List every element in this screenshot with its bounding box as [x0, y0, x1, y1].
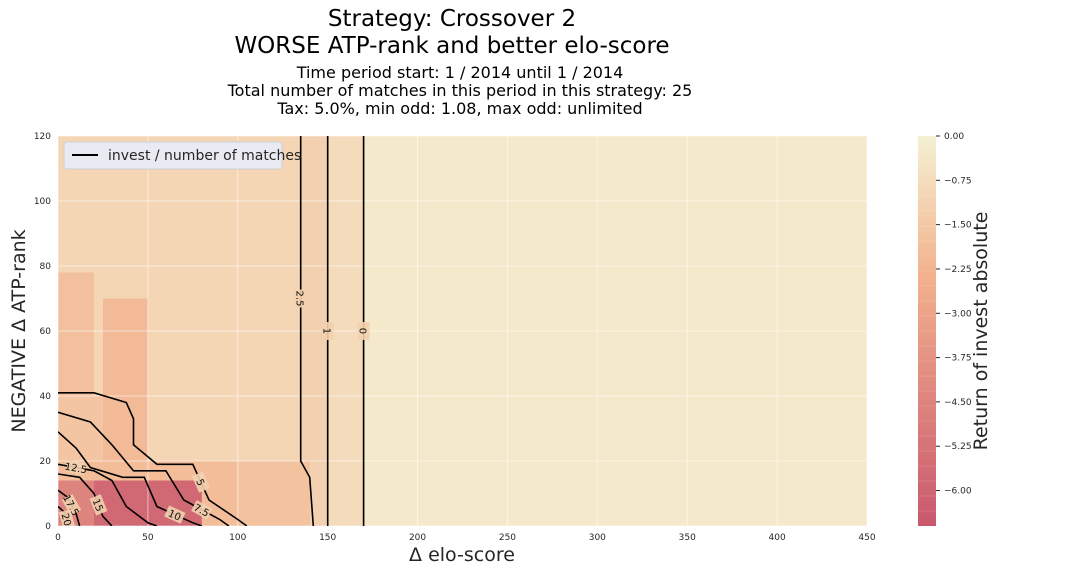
colorbar-tick-label-8: −6.00 — [944, 487, 972, 497]
colorbar-tick-label-2: −1.50 — [944, 221, 972, 231]
contour-label-bg-7.5 — [191, 500, 213, 520]
contour-label-bg-10 — [164, 505, 186, 524]
subtitle-line-3: Tax: 5.0%, min odd: 1.08, max odd: unlim… — [276, 99, 642, 118]
colorbar-tick-label-0: 0.00 — [944, 132, 964, 142]
contour-label-2.5: 2.5 — [294, 291, 305, 307]
x-tick-label-4: 200 — [409, 533, 426, 543]
colorbar-tick-label-1: −0.75 — [944, 176, 972, 186]
y-tick-label-2: 40 — [40, 392, 52, 402]
heatmap-region-10 — [237, 461, 310, 526]
y-axis-ticks: 0 20 40 60 80 100 120 — [34, 132, 51, 532]
contour-label-bg-17.5 — [61, 494, 82, 516]
subtitle-line-2: Total number of matches in this period i… — [227, 81, 693, 100]
legend: invest / number of matches — [63, 141, 301, 170]
y-tick-label-4: 80 — [40, 262, 52, 272]
x-tick-label-3: 150 — [319, 533, 336, 543]
x-axis-ticks: 0 50 100 150 200 250 300 350 400 450 — [55, 533, 876, 543]
y-tick-label-6: 120 — [34, 132, 51, 142]
x-tick-label-5: 250 — [499, 533, 516, 543]
x-tick-label-1: 50 — [142, 533, 154, 543]
y-tick-label-0: 0 — [45, 522, 51, 532]
contour-line-10 — [58, 431, 203, 526]
legend-entry: invest / number of matches — [108, 148, 301, 164]
colorbar-label: Return of invest absolute — [970, 212, 992, 451]
colorbar-ticks: 0.00 −0.75 −1.50 −2.25 −3.00 −3.75 −4.50 −5.25 −… — [918, 132, 972, 512]
contour-line-12.5 — [58, 463, 158, 526]
contour-label-0: 0 — [357, 328, 368, 334]
x-tick-label-2: 100 — [229, 533, 246, 543]
colorbar-tick-label-4: −3.00 — [944, 309, 972, 319]
x-tick-label-9: 450 — [858, 533, 875, 543]
contour-label-bg-20 — [58, 509, 76, 526]
y-tick-label-3: 60 — [40, 327, 52, 337]
contour-label-5: 5 — [193, 478, 206, 488]
contour-label-bg-12.5 — [66, 459, 86, 476]
colorbar-tick-label-6: −4.50 — [944, 398, 972, 408]
heatmap-region-5 — [102, 298, 148, 461]
x-tick-label-0: 0 — [55, 533, 61, 543]
chart-title: Strategy: Crossover 2 — [328, 6, 576, 32]
contour-label-15: 15 — [90, 497, 105, 513]
chart-title-2: WORSE ATP-rank and better elo-score — [234, 33, 669, 59]
contour-line-5 — [58, 392, 248, 526]
contour-label-12.5: 12.5 — [64, 462, 88, 477]
contour-label-bg-15 — [89, 494, 108, 516]
contour-label-10: 10 — [166, 508, 182, 523]
y-axis-label: NEGATIVE Δ ATP-rank — [8, 229, 30, 432]
y-tick-label-5: 100 — [34, 197, 51, 207]
contour-label-bg-2.5 — [294, 289, 307, 308]
contour-label-20: 20 — [59, 512, 73, 527]
contour-label-bg-5 — [191, 471, 211, 493]
colorbar-tick-label-3: −2.25 — [944, 265, 972, 275]
legend-box — [63, 141, 283, 170]
contour-line-15 — [58, 473, 113, 526]
colorbar: 0.00 −0.75 −1.50 −2.25 −3.00 −3.75 −4.50 −5.25 −… — [918, 132, 992, 526]
colorbar-bar — [918, 136, 936, 526]
x-tick-label-8: 400 — [769, 533, 786, 543]
subtitle-line-1: Time period start: 1 / 2014 until 1 / 20… — [296, 63, 624, 82]
colorbar-tick-label-5: −3.75 — [944, 354, 972, 364]
x-tick-label-6: 300 — [589, 533, 606, 543]
contour-label-bg-0 — [357, 322, 370, 340]
y-tick-label-1: 20 — [40, 457, 52, 467]
colorbar-tick-label-7: −5.25 — [944, 442, 972, 452]
x-axis-label: Δ elo-score — [409, 544, 515, 566]
contour-label-bg-1 — [321, 322, 334, 340]
contour-label-1: 1 — [321, 328, 332, 334]
x-tick-label-7: 350 — [679, 533, 696, 543]
contour-line-7.5 — [58, 411, 230, 526]
grid-lines — [57, 135, 868, 527]
